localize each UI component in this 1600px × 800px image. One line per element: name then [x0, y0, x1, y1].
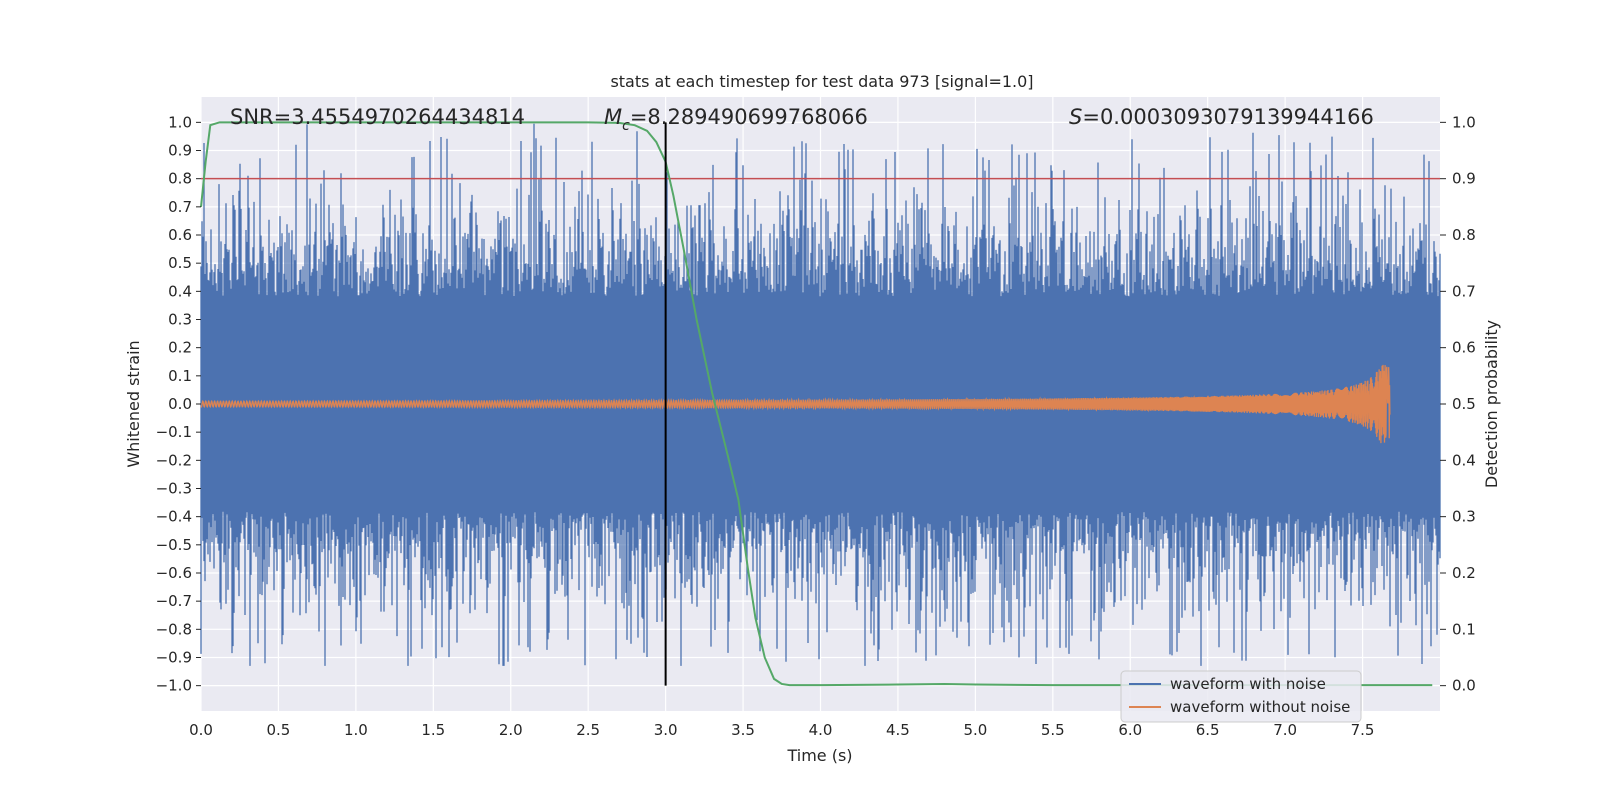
y-right-tick-label: 0.5	[1452, 395, 1476, 413]
x-tick-label: 4.0	[809, 721, 833, 739]
y-left-tick-label: −0.2	[156, 451, 192, 469]
y-left-axis-ticks: 1.0 0.9 0.8 0.7 0.6 0.5 0.4 0.3 0.2 0.1 0.0 −0.1 −0.…	[156, 113, 201, 695]
y-right-tick-label: 0.6	[1452, 339, 1476, 357]
y-left-tick-label: −0.4	[156, 508, 192, 526]
x-tick-label: 5.0	[963, 721, 987, 739]
y-left-tick-label: 0.6	[168, 226, 192, 244]
y-right-tick-label: 0.2	[1452, 564, 1476, 582]
x-tick-label: 7.0	[1273, 721, 1297, 739]
y-left-tick-label: −0.7	[156, 592, 192, 610]
x-tick-label: 3.5	[731, 721, 755, 739]
y-left-tick-label: −0.8	[156, 620, 192, 638]
y-left-tick-label: 1.0	[168, 113, 192, 131]
y-left-axis-label: Whitened strain	[124, 340, 143, 467]
chirp-mass-value: =8.289490699768066	[630, 105, 868, 129]
y-left-tick-label: 0.0	[168, 395, 192, 413]
legend: waveform with noise waveform without noi…	[1120, 670, 1362, 723]
chirp-mass-annotation: Mc=8.289490699768066	[604, 105, 868, 134]
y-right-tick-label: 0.1	[1452, 620, 1476, 638]
chirp-waveform-line	[200, 364, 1391, 444]
y-right-tick-label: 0.4	[1452, 451, 1476, 469]
s-annotation: S=0.0003093079139944166	[1069, 105, 1374, 129]
y-right-tick-label: 0.0	[1452, 677, 1476, 695]
series-waveform-without-noise	[200, 364, 1391, 444]
s-symbol: S	[1069, 105, 1082, 129]
x-tick-label: 3.0	[654, 721, 678, 739]
y-right-tick-label: 0.3	[1452, 508, 1476, 526]
x-tick-label: 4.5	[886, 721, 910, 739]
y-right-axis-label: Detection probability	[1482, 320, 1501, 488]
x-tick-label: 1.0	[344, 721, 368, 739]
chirp-mass-symbol: M	[604, 105, 622, 129]
y-left-tick-label: 0.8	[168, 170, 192, 188]
legend-box	[1120, 670, 1362, 723]
y-left-tick-label: 0.3	[168, 311, 192, 329]
snr-annotation: SNR=3.4554970264434814	[230, 105, 525, 129]
y-right-tick-label: 1.0	[1452, 113, 1476, 131]
x-axis-ticks: 0.0 0.5 1.0 1.5 2.0 2.5 3.0 3.5 4.0 4.5 5.0 5.5 6.0 6…	[189, 721, 1374, 739]
y-left-tick-label: −0.9	[156, 648, 192, 666]
y-left-tick-label: 0.1	[168, 367, 192, 385]
x-tick-label: 7.5	[1351, 721, 1375, 739]
chart-title: stats at each timestep for test data 973…	[610, 72, 1033, 91]
y-left-tick-label: 0.7	[168, 198, 192, 216]
chirp-mass-subscript: c	[622, 118, 630, 134]
x-tick-label: 2.0	[499, 721, 523, 739]
y-left-tick-label: 0.9	[168, 142, 192, 160]
y-left-tick-label: 0.2	[168, 339, 192, 357]
probability-line	[200, 121, 1433, 687]
y-left-tick-label: −0.6	[156, 564, 192, 582]
x-tick-label: 0.0	[189, 721, 213, 739]
legend-label-noise: waveform with noise	[1170, 675, 1326, 693]
x-tick-label: 6.0	[1118, 721, 1142, 739]
x-tick-label: 1.5	[421, 721, 445, 739]
y-left-tick-label: 0.5	[168, 254, 192, 272]
y-left-tick-label: −1.0	[156, 677, 192, 695]
legend-label-clean: waveform without noise	[1170, 698, 1350, 716]
x-tick-label: 5.5	[1041, 721, 1065, 739]
x-tick-label: 2.5	[576, 721, 600, 739]
y-left-tick-label: 0.4	[168, 282, 192, 300]
series-detection-probability	[200, 121, 1433, 687]
y-left-tick-label: −0.5	[156, 536, 192, 554]
x-tick-label: 6.5	[1196, 721, 1220, 739]
y-left-tick-label: −0.3	[156, 479, 192, 497]
x-axis-label: Time (s)	[786, 746, 852, 765]
s-value: =0.0003093079139944166	[1082, 105, 1374, 129]
x-tick-label: 0.5	[267, 721, 291, 739]
y-right-axis-ticks: 1.0 0.9 0.8 0.7 0.6 0.5 0.4 0.3 0.2 0.1 0.0	[1440, 113, 1476, 695]
y-left-tick-label: −0.1	[156, 423, 192, 441]
y-right-tick-label: 0.8	[1452, 226, 1476, 244]
y-right-tick-label: 0.7	[1452, 282, 1476, 300]
y-right-tick-label: 0.9	[1452, 170, 1476, 188]
